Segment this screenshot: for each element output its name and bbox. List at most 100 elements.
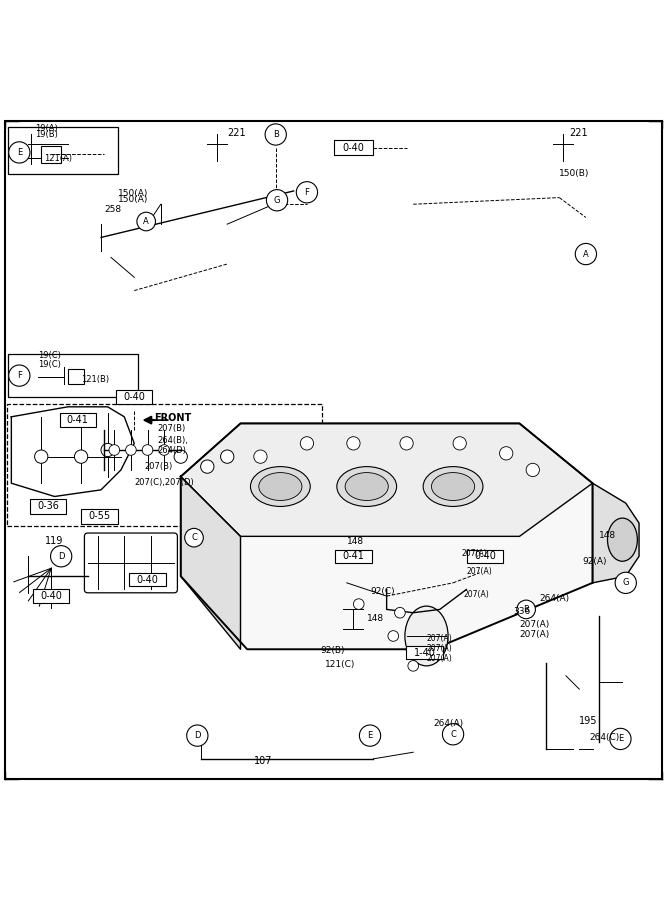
Circle shape bbox=[253, 450, 267, 464]
Text: 92(B): 92(B) bbox=[320, 645, 345, 654]
Polygon shape bbox=[592, 483, 639, 583]
Circle shape bbox=[187, 725, 208, 746]
Circle shape bbox=[185, 528, 203, 547]
Text: D: D bbox=[194, 731, 201, 740]
Ellipse shape bbox=[251, 466, 310, 507]
Circle shape bbox=[201, 460, 214, 473]
Text: G: G bbox=[273, 196, 280, 205]
FancyBboxPatch shape bbox=[29, 500, 66, 514]
FancyBboxPatch shape bbox=[85, 533, 177, 593]
FancyBboxPatch shape bbox=[334, 140, 374, 155]
Circle shape bbox=[442, 724, 464, 745]
Text: 264(C): 264(C) bbox=[589, 734, 620, 742]
Circle shape bbox=[610, 728, 631, 750]
Circle shape bbox=[300, 436, 313, 450]
Circle shape bbox=[125, 445, 136, 455]
Circle shape bbox=[9, 365, 30, 386]
Text: A: A bbox=[143, 217, 149, 226]
Text: 207(C),207(D): 207(C),207(D) bbox=[134, 478, 194, 487]
Circle shape bbox=[517, 600, 536, 618]
FancyBboxPatch shape bbox=[406, 646, 443, 659]
Circle shape bbox=[137, 212, 155, 230]
FancyBboxPatch shape bbox=[7, 403, 322, 526]
Ellipse shape bbox=[405, 606, 448, 666]
Circle shape bbox=[360, 725, 381, 746]
FancyBboxPatch shape bbox=[5, 122, 662, 778]
Text: 119: 119 bbox=[45, 536, 63, 546]
Text: 19(C): 19(C) bbox=[38, 360, 61, 369]
Text: E: E bbox=[368, 731, 373, 740]
Ellipse shape bbox=[608, 518, 638, 562]
Text: 19(A): 19(A) bbox=[35, 124, 57, 133]
Text: 0-41: 0-41 bbox=[67, 415, 89, 425]
Text: 207(A): 207(A) bbox=[426, 653, 452, 662]
Text: 207(A): 207(A) bbox=[520, 630, 550, 639]
Text: 207(B): 207(B) bbox=[157, 425, 185, 434]
FancyBboxPatch shape bbox=[41, 147, 61, 163]
Text: 207(A): 207(A) bbox=[426, 644, 452, 652]
Text: 0-40: 0-40 bbox=[137, 574, 159, 584]
Ellipse shape bbox=[259, 472, 302, 500]
Text: 0-55: 0-55 bbox=[89, 511, 111, 521]
Text: 19(B): 19(B) bbox=[35, 130, 57, 140]
Circle shape bbox=[101, 444, 114, 456]
Text: 121(A): 121(A) bbox=[45, 154, 73, 163]
Circle shape bbox=[35, 450, 48, 464]
Text: 0-40: 0-40 bbox=[40, 591, 62, 601]
Text: F: F bbox=[305, 188, 309, 197]
Circle shape bbox=[526, 464, 540, 477]
FancyBboxPatch shape bbox=[81, 509, 118, 524]
Text: 264(A): 264(A) bbox=[540, 594, 570, 603]
Text: FRONT: FRONT bbox=[154, 413, 191, 423]
Text: 1-40: 1-40 bbox=[414, 648, 436, 658]
Text: E: E bbox=[618, 734, 623, 743]
Text: 264(D): 264(D) bbox=[157, 446, 186, 455]
Text: B: B bbox=[273, 130, 279, 139]
Text: 221: 221 bbox=[570, 128, 588, 138]
Text: 121(C): 121(C) bbox=[325, 661, 356, 670]
Circle shape bbox=[266, 190, 287, 211]
Circle shape bbox=[354, 598, 364, 609]
Circle shape bbox=[159, 445, 169, 455]
Circle shape bbox=[9, 142, 30, 163]
Text: G: G bbox=[622, 579, 629, 588]
Text: 0-40: 0-40 bbox=[123, 392, 145, 402]
FancyBboxPatch shape bbox=[335, 550, 372, 562]
Text: 221: 221 bbox=[227, 128, 246, 138]
Text: C: C bbox=[450, 730, 456, 739]
Text: 207(A): 207(A) bbox=[461, 549, 487, 558]
FancyBboxPatch shape bbox=[467, 550, 503, 562]
Text: 0-41: 0-41 bbox=[342, 552, 364, 562]
Text: 0-40: 0-40 bbox=[474, 552, 496, 562]
Text: F: F bbox=[17, 371, 22, 380]
Circle shape bbox=[453, 436, 466, 450]
FancyBboxPatch shape bbox=[116, 391, 153, 403]
Text: 207(A): 207(A) bbox=[463, 590, 489, 599]
FancyBboxPatch shape bbox=[8, 354, 137, 397]
Circle shape bbox=[221, 450, 234, 464]
Text: 107: 107 bbox=[253, 755, 272, 766]
Circle shape bbox=[400, 436, 414, 450]
Text: 264(A): 264(A) bbox=[433, 718, 464, 727]
Text: 150(B): 150(B) bbox=[560, 168, 590, 177]
FancyBboxPatch shape bbox=[68, 369, 85, 383]
Text: 207(A): 207(A) bbox=[426, 634, 452, 643]
Circle shape bbox=[615, 572, 636, 593]
FancyBboxPatch shape bbox=[33, 590, 69, 603]
Circle shape bbox=[395, 608, 406, 618]
Text: 336: 336 bbox=[513, 608, 530, 616]
Circle shape bbox=[500, 446, 513, 460]
FancyBboxPatch shape bbox=[8, 127, 117, 175]
Text: 195: 195 bbox=[579, 716, 598, 725]
Circle shape bbox=[265, 124, 286, 145]
Circle shape bbox=[296, 182, 317, 202]
Text: 148: 148 bbox=[367, 614, 384, 623]
Text: A: A bbox=[583, 249, 589, 258]
Circle shape bbox=[51, 545, 72, 567]
Text: E: E bbox=[17, 148, 22, 157]
Polygon shape bbox=[181, 423, 592, 536]
Text: 92(A): 92(A) bbox=[582, 557, 607, 566]
Text: 258: 258 bbox=[104, 205, 121, 214]
Circle shape bbox=[388, 631, 399, 642]
Text: 0-40: 0-40 bbox=[342, 143, 364, 153]
